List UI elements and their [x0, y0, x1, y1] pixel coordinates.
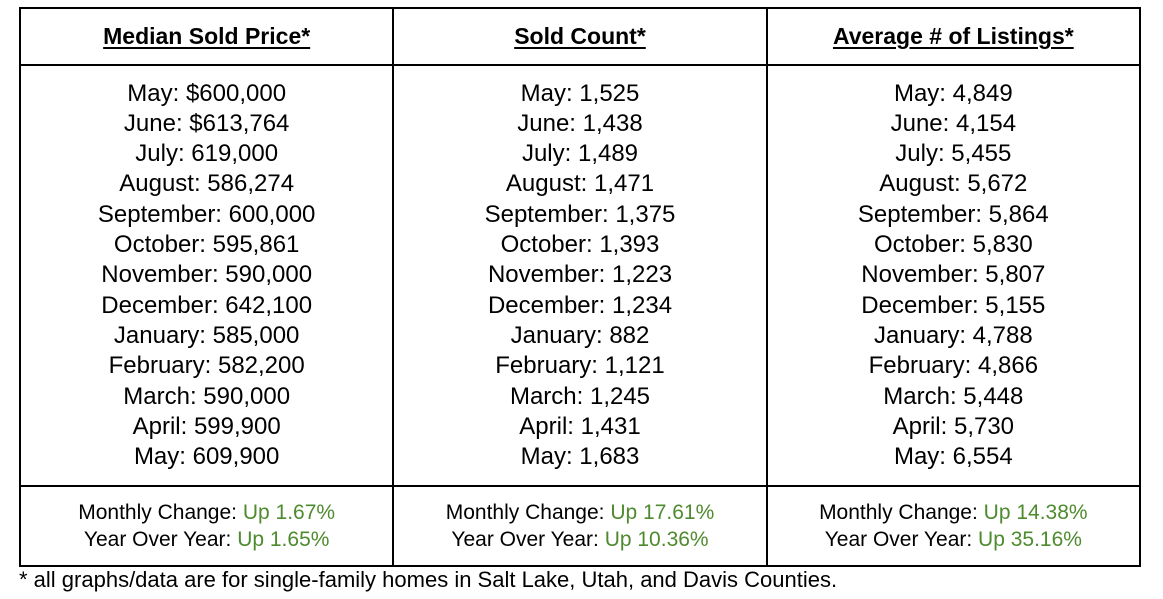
change-summary-row: Monthly Change: Up 1.67% Year Over Year:… — [18, 485, 1142, 567]
list-item: March: 1,245 — [509, 382, 651, 410]
list-item: March: 590,000 — [123, 382, 291, 410]
list-item: February: 582,200 — [108, 352, 305, 380]
list-item: January: 4,788 — [873, 321, 1033, 349]
monthly-change-label: Monthly Change: — [819, 501, 984, 524]
average-listings-values: May: 4,849 June: 4,154 July: 5,455 August: … — [765, 64, 1142, 487]
list-item: April: 5,730 — [892, 412, 1015, 440]
year-over-year-label: Year Over Year: — [83, 528, 238, 551]
monthly-change-line: Monthly Change: Up 17.61% — [394, 499, 765, 526]
monthly-change-value: Up 14.38% — [983, 501, 1088, 524]
monthly-change-value: Up 1.67% — [242, 501, 336, 524]
year-over-year-line: Year Over Year: Up 1.65% — [21, 526, 392, 553]
list-item: November: 1,223 — [487, 261, 673, 289]
list-item: October: 595,861 — [113, 231, 300, 259]
monthly-change-value: Up 17.61% — [610, 501, 715, 524]
list-item: May: $600,000 — [127, 79, 287, 107]
list-item: September: 5,864 — [857, 200, 1049, 228]
list-item: July: 619,000 — [135, 140, 279, 168]
header-median-sold-price: Median Sold Price* — [18, 7, 395, 66]
monthly-list: May: $600,000 June: $613,764 July: 619,000… — [21, 79, 392, 473]
year-over-year-value: Up 10.36% — [604, 528, 709, 551]
median-sold-price-values: May: $600,000 June: $613,764 July: 619,000… — [18, 64, 395, 487]
list-item: December: 642,100 — [101, 291, 313, 319]
monthly-change-line: Monthly Change: Up 1.67% — [21, 499, 392, 526]
list-item: May: 6,554 — [893, 443, 1013, 471]
list-item: November: 590,000 — [101, 261, 313, 289]
list-item: November: 5,807 — [861, 261, 1046, 289]
footnote: * all graphs/data are for single-family … — [19, 567, 838, 592]
housing-stats-table: Median Sold Price* Sold Count* Average #… — [18, 7, 1142, 567]
header-average-listings: Average # of Listings* — [765, 7, 1142, 66]
list-item: August: 1,471 — [505, 170, 655, 198]
list-item: September: 1,375 — [484, 200, 676, 228]
list-item: October: 5,830 — [873, 231, 1033, 259]
sold-count-change: Monthly Change: Up 17.61% Year Over Year… — [392, 485, 768, 567]
header-sold-count: Sold Count* — [392, 7, 768, 66]
monthly-values-row: May: $600,000 June: $613,764 July: 619,000… — [18, 64, 1142, 487]
average-listings-change: Monthly Change: Up 14.38% Year Over Year… — [765, 485, 1142, 567]
list-item: February: 4,866 — [868, 352, 1039, 380]
list-item: March: 5,448 — [883, 382, 1024, 410]
median-sold-price-change: Monthly Change: Up 1.67% Year Over Year:… — [18, 485, 395, 567]
header-row: Median Sold Price* Sold Count* Average #… — [18, 7, 1142, 66]
list-item: April: 599,900 — [132, 412, 281, 440]
list-item: December: 5,155 — [861, 291, 1046, 319]
list-item: April: 1,431 — [519, 412, 641, 440]
list-item: May: 1,683 — [520, 443, 640, 471]
monthly-change-line: Monthly Change: Up 14.38% — [768, 499, 1139, 526]
monthly-list: May: 4,849 June: 4,154 July: 5,455 August: … — [768, 79, 1139, 473]
monthly-change-label: Monthly Change: — [78, 501, 243, 524]
list-item: July: 1,489 — [521, 140, 639, 168]
list-item: June: 1,438 — [517, 109, 643, 137]
list-item: September: 600,000 — [97, 200, 316, 228]
list-item: June: 4,154 — [890, 109, 1017, 137]
list-item: January: 882 — [510, 321, 650, 349]
year-over-year-label: Year Over Year: — [824, 528, 979, 551]
year-over-year-value: Up 35.16% — [978, 528, 1082, 551]
sold-count-values: May: 1,525 June: 1,438 July: 1,489 August: … — [392, 64, 768, 487]
list-item: February: 1,121 — [495, 352, 665, 380]
year-over-year-line: Year Over Year: Up 10.36% — [394, 526, 765, 553]
year-over-year-line: Year Over Year: Up 35.16% — [768, 526, 1139, 553]
list-item: August: 586,274 — [119, 170, 295, 198]
list-item: October: 1,393 — [500, 231, 660, 259]
list-item: May: 609,900 — [133, 443, 280, 471]
list-item: January: 585,000 — [113, 321, 300, 349]
year-over-year-label: Year Over Year: — [451, 528, 605, 551]
list-item: August: 5,672 — [879, 170, 1028, 198]
monthly-change-label: Monthly Change: — [445, 501, 611, 524]
list-item: May: 1,525 — [520, 79, 640, 107]
list-item: June: $613,764 — [123, 109, 290, 137]
list-item: July: 5,455 — [895, 140, 1012, 168]
list-item: December: 1,234 — [487, 291, 673, 319]
year-over-year-value: Up 1.65% — [237, 528, 330, 551]
list-item: May: 4,849 — [893, 79, 1013, 107]
monthly-list: May: 1,525 June: 1,438 July: 1,489 August: … — [394, 79, 765, 473]
